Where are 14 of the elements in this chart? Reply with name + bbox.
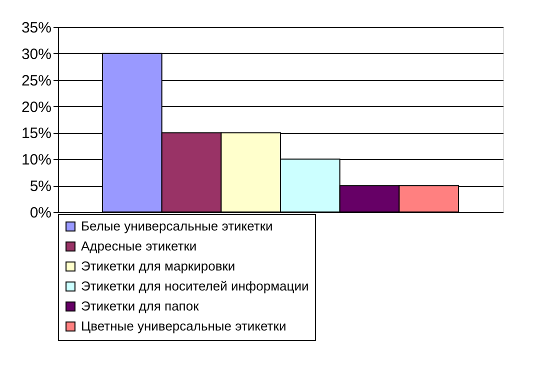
y-tick-label: 20% xyxy=(21,98,52,116)
legend-label: Адресные этикетки xyxy=(81,238,197,254)
y-tick-label: 5% xyxy=(30,178,52,196)
y-tick-label: 0% xyxy=(30,204,52,222)
legend-label: Этикетки для носителей информации xyxy=(81,278,309,294)
y-tick-label: 35% xyxy=(21,20,52,36)
y-tick-label: 10% xyxy=(21,152,52,169)
legend-label: Этикетки для маркировки xyxy=(81,258,236,274)
y-tick-label: 25% xyxy=(21,72,52,90)
legend-label: Белые универсальные этикетки xyxy=(81,218,273,234)
legend-label: Этикетки для папок xyxy=(81,298,200,314)
y-tick-label: 30% xyxy=(21,46,52,63)
y-tick-label: 15% xyxy=(21,125,52,142)
legend-label: Цветные универсальные этикетки xyxy=(81,318,286,334)
